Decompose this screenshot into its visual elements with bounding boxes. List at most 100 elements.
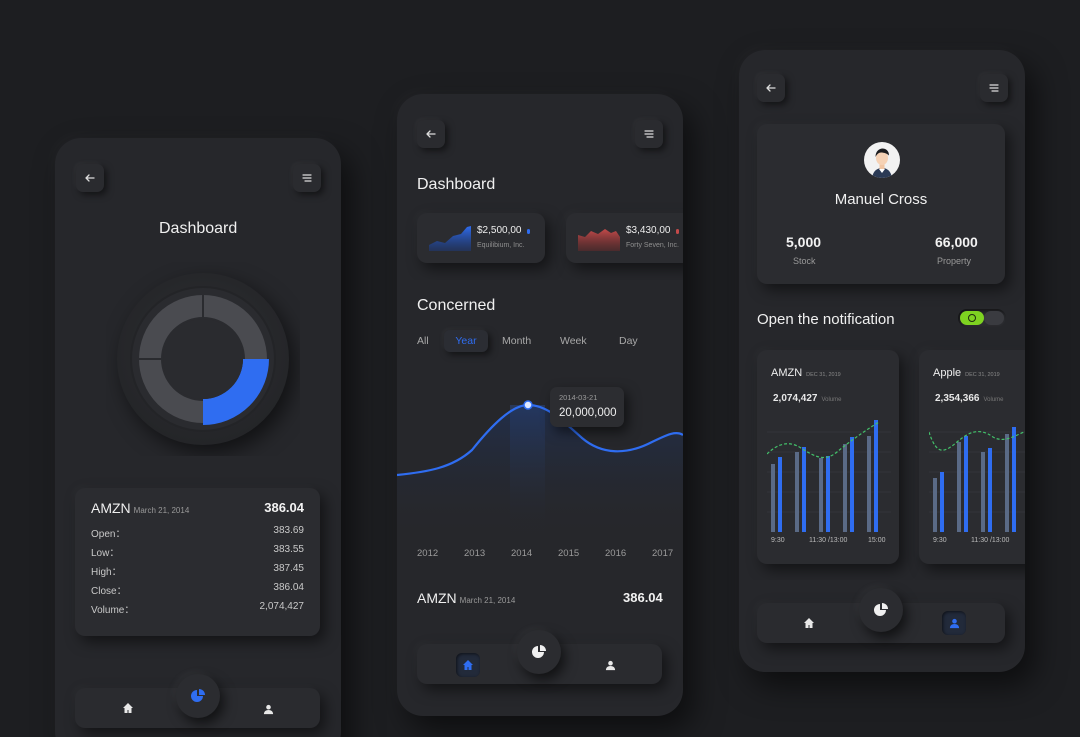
chart-x-label: 9:30 [933, 537, 947, 544]
bar-chart [767, 420, 891, 532]
nav-profile-button[interactable] [942, 611, 966, 635]
menu-icon [644, 130, 654, 138]
chart-card-symbol: AMZN DEC 31, 2019 [771, 367, 841, 379]
user-icon [605, 660, 615, 670]
x-axis-label: 2013 [464, 548, 486, 559]
notification-label: Open the notification [757, 311, 895, 328]
arrow-left-icon [766, 84, 776, 92]
page-title: Dashboard [159, 220, 238, 237]
x-axis-label: 2012 [417, 548, 439, 559]
notification-toggle[interactable] [958, 309, 1006, 327]
chart-x-label: 9:30 [771, 537, 785, 544]
stock-chart-card-amzn[interactable]: AMZN DEC 31, 2019 2,074,427 Volume 9:30 11… [757, 350, 899, 564]
toggle-knob [984, 311, 1004, 325]
stock-date: March 21, 2014 [459, 596, 516, 605]
stat-property-value: 66,000 [935, 234, 978, 250]
tooltip-value: 20,000,000 [559, 407, 617, 419]
stock-row-high: High： 387.45 [91, 563, 304, 578]
pie-chart-icon [532, 645, 546, 658]
stock-info-card: AMZN March 21, 2014 386.04 Open： 383.69 Lo… [75, 488, 320, 636]
x-axis-label: 2016 [605, 548, 627, 559]
profile-name: Manuel Cross [834, 191, 928, 208]
home-icon [123, 703, 133, 713]
tooltip-date: 2014-03-21 [559, 393, 598, 402]
nav-home-button[interactable] [456, 653, 480, 677]
line-chart [397, 400, 683, 540]
selected-point[interactable] [523, 400, 533, 410]
stock-price: 386.04 [623, 590, 663, 605]
chart-x-label: 11:30 /13:00 [971, 537, 1010, 544]
stat-property-label: Property [937, 256, 972, 266]
menu-icon [989, 84, 999, 92]
stock-row-close: Close： 386.04 [91, 582, 304, 597]
company-name: Equilibium, Inc. [477, 242, 525, 249]
area-sparkline [429, 226, 471, 251]
arrow-left-icon [426, 130, 436, 138]
user-icon [949, 618, 959, 628]
home-icon [463, 660, 473, 670]
donut-chart [117, 273, 289, 445]
company-price: $3,430,00 [626, 225, 671, 236]
nav-home-button[interactable] [797, 611, 821, 635]
pie-chart-icon [191, 689, 205, 702]
tab-all[interactable]: All [417, 335, 429, 347]
nav-profile-button[interactable] [598, 653, 622, 677]
stat-stock-label: Stock [793, 256, 816, 266]
menu-button[interactable] [635, 120, 663, 148]
back-button[interactable] [417, 120, 445, 148]
chart-card-unit: Volume [821, 397, 842, 403]
page-title: Dashboard [417, 176, 496, 193]
chart-x-label: 15:00 [868, 537, 886, 544]
user-icon [263, 704, 273, 714]
nav-chart-button[interactable] [859, 588, 903, 632]
menu-button[interactable] [980, 74, 1008, 102]
x-axis-label: 2014 [511, 548, 533, 559]
donut-segment-highlight [202, 358, 269, 425]
profile-card: Manuel Cross 5,000 Stock 66,000 Property [757, 124, 1005, 284]
back-button[interactable] [76, 164, 104, 192]
x-axis-label: 2015 [558, 548, 580, 559]
chart-card-date: DEC 31, 2019 [965, 372, 1000, 378]
nav-chart-button[interactable] [176, 674, 220, 718]
x-axis-label: 2017 [652, 548, 674, 559]
tab-day[interactable]: Day [619, 335, 638, 347]
nav-chart-button[interactable] [517, 630, 561, 674]
back-button[interactable] [757, 74, 785, 102]
stock-row-low: Low： 383.55 [91, 544, 304, 559]
arrow-left-icon [85, 174, 95, 182]
tab-year[interactable]: Year [444, 330, 488, 352]
chart-card-volume: 2,074,427 Volume [773, 393, 842, 404]
company-name: Forty Seven, Inc. [626, 242, 679, 249]
company-card-equilibium[interactable]: $2,500,00 Equilibium, Inc. [417, 213, 545, 263]
chart-card-date: DEC 31, 2019 [806, 372, 841, 378]
stock-chart-card-apple[interactable]: Apple DEC 31, 2019 2,354,366 Volume 9:30 1… [919, 350, 1025, 564]
menu-button[interactable] [293, 164, 321, 192]
tab-month[interactable]: Month [502, 335, 532, 347]
stock-symbol: AMZN March 21, 2014 [417, 590, 516, 606]
trend-dot [527, 229, 530, 234]
nav-home-button[interactable] [116, 696, 140, 720]
stock-symbol: AMZN March 21, 2014 [91, 500, 190, 516]
stock-row-volume: Volume： 2,074,427 [91, 601, 304, 616]
chart-tooltip: 2014-03-21 20,000,000 [550, 387, 624, 427]
section-title: Concerned [417, 297, 496, 314]
line-series [397, 403, 683, 477]
tab-week[interactable]: Week [560, 335, 587, 347]
home-icon [804, 618, 814, 628]
chart-card-symbol: Apple DEC 31, 2019 [933, 367, 1000, 379]
area-sparkline [578, 229, 620, 251]
chart-card-unit: Volume [983, 397, 1004, 403]
pie-chart-icon [874, 603, 888, 616]
menu-icon [302, 174, 312, 182]
company-price: $2,500,00 [477, 225, 522, 236]
chart-card-volume: 2,354,366 Volume [935, 393, 1004, 404]
stock-row-open: Open： 383.69 [91, 525, 304, 540]
avatar-illustration [872, 148, 892, 178]
chart-x-label: 11:30 /13:00 [809, 537, 848, 544]
nav-profile-button[interactable] [256, 697, 280, 721]
trend-dot [676, 229, 679, 234]
avatar[interactable] [864, 142, 900, 178]
bar-chart [929, 427, 1025, 532]
company-card-forty-seven[interactable]: $3,430,00 Forty Seven, Inc. [566, 213, 683, 263]
stock-price: 386.04 [264, 500, 304, 515]
